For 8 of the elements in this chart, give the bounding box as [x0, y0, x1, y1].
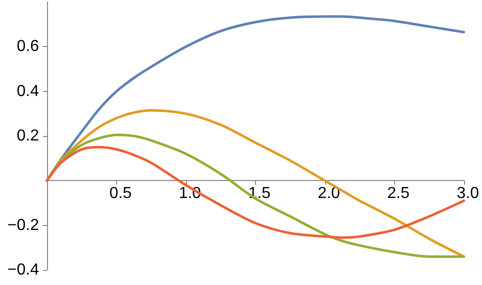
y-tick-label: 0.2	[16, 128, 40, 144]
x-tick-label: 2.5	[387, 185, 410, 202]
y-tick-label: 0.4	[16, 82, 40, 100]
y-tick-label: −0.4	[7, 262, 40, 278]
y-tick-label: −0.2	[7, 216, 40, 234]
y-tick-label: 0.6	[16, 38, 40, 56]
x-tick-label: 3.0	[456, 185, 480, 202]
x-tick-label: 0.5	[109, 185, 132, 202]
